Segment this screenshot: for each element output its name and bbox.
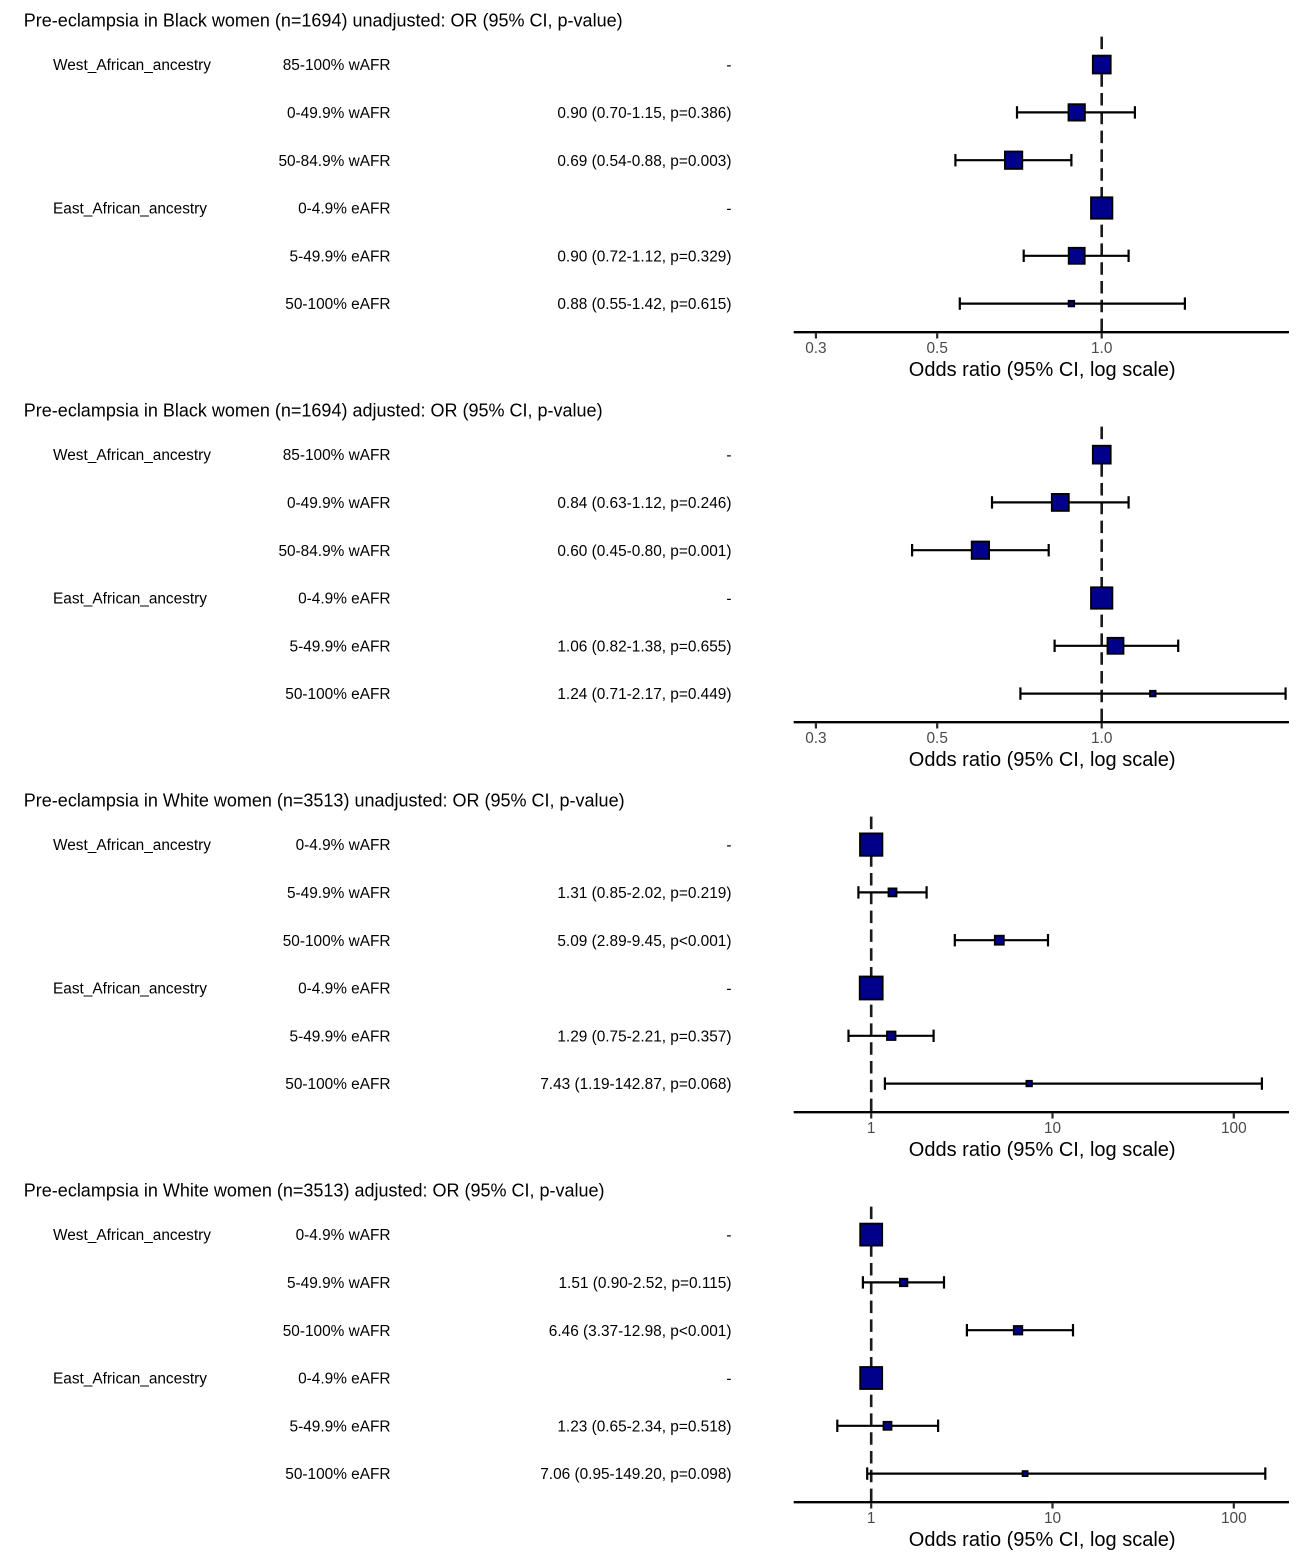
svg-text:-: - — [726, 201, 731, 218]
svg-text:0-49.9% wAFR: 0-49.9% wAFR — [287, 495, 391, 512]
svg-text:7.43 (1.19-142.87, p=0.068): 7.43 (1.19-142.87, p=0.068) — [540, 1076, 731, 1093]
svg-text:0.88 (0.55-1.42, p=0.615): 0.88 (0.55-1.42, p=0.615) — [557, 296, 731, 313]
svg-text:5-49.9% eAFR: 5-49.9% eAFR — [290, 1418, 391, 1435]
svg-text:50-84.9% wAFR: 50-84.9% wAFR — [278, 153, 390, 170]
svg-text:Pre-eclampsia in Black women (: Pre-eclampsia in Black women (n=1694) un… — [24, 11, 623, 31]
svg-text:0-4.9% eAFR: 0-4.9% eAFR — [298, 1371, 390, 1388]
svg-text:0.5: 0.5 — [926, 730, 947, 747]
svg-text:50-100% wAFR: 50-100% wAFR — [283, 933, 391, 950]
svg-text:East_African_ancestry: East_African_ancestry — [53, 591, 207, 608]
svg-text:-: - — [726, 57, 731, 74]
svg-text:0-4.9% eAFR: 0-4.9% eAFR — [298, 981, 390, 998]
svg-text:50-100% wAFR: 50-100% wAFR — [283, 1323, 391, 1340]
svg-text:5-49.9% eAFR: 5-49.9% eAFR — [290, 248, 391, 265]
svg-text:0-4.9% wAFR: 0-4.9% wAFR — [296, 837, 391, 854]
svg-text:1: 1 — [867, 1120, 876, 1137]
svg-text:100: 100 — [1221, 1510, 1247, 1527]
svg-text:1.0: 1.0 — [1091, 340, 1112, 357]
svg-text:-: - — [726, 591, 731, 608]
svg-text:10: 10 — [1044, 1120, 1061, 1137]
svg-text:Odds ratio (95% CI, log scale): Odds ratio (95% CI, log scale) — [909, 359, 1176, 381]
svg-text:10: 10 — [1044, 1510, 1061, 1527]
svg-text:Odds ratio (95% CI, log scale): Odds ratio (95% CI, log scale) — [909, 1529, 1176, 1551]
svg-text:West_African_ancestry: West_African_ancestry — [53, 447, 211, 464]
svg-text:West_African_ancestry: West_African_ancestry — [53, 1227, 211, 1244]
svg-text:-: - — [726, 837, 731, 854]
svg-text:East_African_ancestry: East_African_ancestry — [53, 981, 207, 998]
svg-text:0.90 (0.72-1.12, p=0.329): 0.90 (0.72-1.12, p=0.329) — [557, 248, 731, 265]
svg-text:0.3: 0.3 — [805, 340, 826, 357]
svg-text:5-49.9% eAFR: 5-49.9% eAFR — [290, 638, 391, 655]
svg-text:5-49.9% eAFR: 5-49.9% eAFR — [290, 1028, 391, 1045]
svg-text:-: - — [726, 447, 731, 464]
svg-text:Pre-eclampsia in White women (: Pre-eclampsia in White women (n=3513) un… — [24, 791, 625, 811]
svg-text:0-4.9% eAFR: 0-4.9% eAFR — [298, 201, 390, 218]
svg-text:1.06 (0.82-1.38, p=0.655): 1.06 (0.82-1.38, p=0.655) — [557, 638, 731, 655]
svg-text:5.09 (2.89-9.45, p<0.001): 5.09 (2.89-9.45, p<0.001) — [557, 933, 731, 950]
svg-text:-: - — [726, 1227, 731, 1244]
svg-text:1.51 (0.90-2.52, p=0.115): 1.51 (0.90-2.52, p=0.115) — [559, 1275, 732, 1292]
svg-text:East_African_ancestry: East_African_ancestry — [53, 1371, 207, 1388]
svg-text:1.29 (0.75-2.21, p=0.357): 1.29 (0.75-2.21, p=0.357) — [557, 1028, 731, 1045]
svg-text:85-100% wAFR: 85-100% wAFR — [283, 447, 391, 464]
svg-text:5-49.9% wAFR: 5-49.9% wAFR — [287, 1275, 391, 1292]
svg-text:5-49.9% wAFR: 5-49.9% wAFR — [287, 885, 391, 902]
svg-text:0.84 (0.63-1.12, p=0.246): 0.84 (0.63-1.12, p=0.246) — [557, 495, 731, 512]
svg-text:-: - — [726, 1371, 731, 1388]
svg-text:100: 100 — [1221, 1120, 1247, 1137]
svg-text:0.90 (0.70-1.15, p=0.386): 0.90 (0.70-1.15, p=0.386) — [557, 105, 731, 122]
svg-text:Odds ratio (95% CI, log scale): Odds ratio (95% CI, log scale) — [909, 1139, 1176, 1161]
svg-text:85-100% wAFR: 85-100% wAFR — [283, 57, 391, 74]
svg-text:1.24 (0.71-2.17, p=0.449): 1.24 (0.71-2.17, p=0.449) — [557, 686, 731, 703]
svg-text:1.31 (0.85-2.02, p=0.219): 1.31 (0.85-2.02, p=0.219) — [557, 885, 731, 902]
svg-text:-: - — [726, 981, 731, 998]
svg-text:50-100% eAFR: 50-100% eAFR — [285, 686, 390, 703]
svg-text:1.23 (0.65-2.34, p=0.518): 1.23 (0.65-2.34, p=0.518) — [557, 1418, 731, 1435]
svg-text:0.5: 0.5 — [926, 340, 947, 357]
svg-text:0-4.9% eAFR: 0-4.9% eAFR — [298, 591, 390, 608]
svg-text:Pre-eclampsia in White women (: Pre-eclampsia in White women (n=3513) ad… — [24, 1181, 605, 1201]
svg-text:East_African_ancestry: East_African_ancestry — [53, 201, 207, 218]
svg-text:0.69 (0.54-0.88, p=0.003): 0.69 (0.54-0.88, p=0.003) — [557, 153, 731, 170]
svg-text:West_African_ancestry: West_African_ancestry — [53, 837, 211, 854]
svg-text:50-84.9% wAFR: 50-84.9% wAFR — [278, 543, 390, 560]
svg-text:Pre-eclampsia in Black women (: Pre-eclampsia in Black women (n=1694) ad… — [24, 401, 603, 421]
svg-text:1: 1 — [867, 1510, 876, 1527]
svg-text:7.06 (0.95-149.20, p=0.098): 7.06 (0.95-149.20, p=0.098) — [540, 1466, 731, 1483]
svg-text:50-100% eAFR: 50-100% eAFR — [285, 296, 390, 313]
svg-text:1.0: 1.0 — [1091, 730, 1112, 747]
svg-text:0.60 (0.45-0.80, p=0.001): 0.60 (0.45-0.80, p=0.001) — [557, 543, 731, 560]
svg-text:6.46 (3.37-12.98, p<0.001): 6.46 (3.37-12.98, p<0.001) — [549, 1323, 732, 1340]
svg-text:0-4.9% wAFR: 0-4.9% wAFR — [296, 1227, 391, 1244]
svg-text:0-49.9% wAFR: 0-49.9% wAFR — [287, 105, 391, 122]
svg-text:0.3: 0.3 — [805, 730, 826, 747]
svg-text:Odds ratio (95% CI, log scale): Odds ratio (95% CI, log scale) — [909, 749, 1176, 771]
svg-text:50-100% eAFR: 50-100% eAFR — [285, 1466, 390, 1483]
svg-text:50-100% eAFR: 50-100% eAFR — [285, 1076, 390, 1093]
svg-text:West_African_ancestry: West_African_ancestry — [53, 57, 211, 74]
